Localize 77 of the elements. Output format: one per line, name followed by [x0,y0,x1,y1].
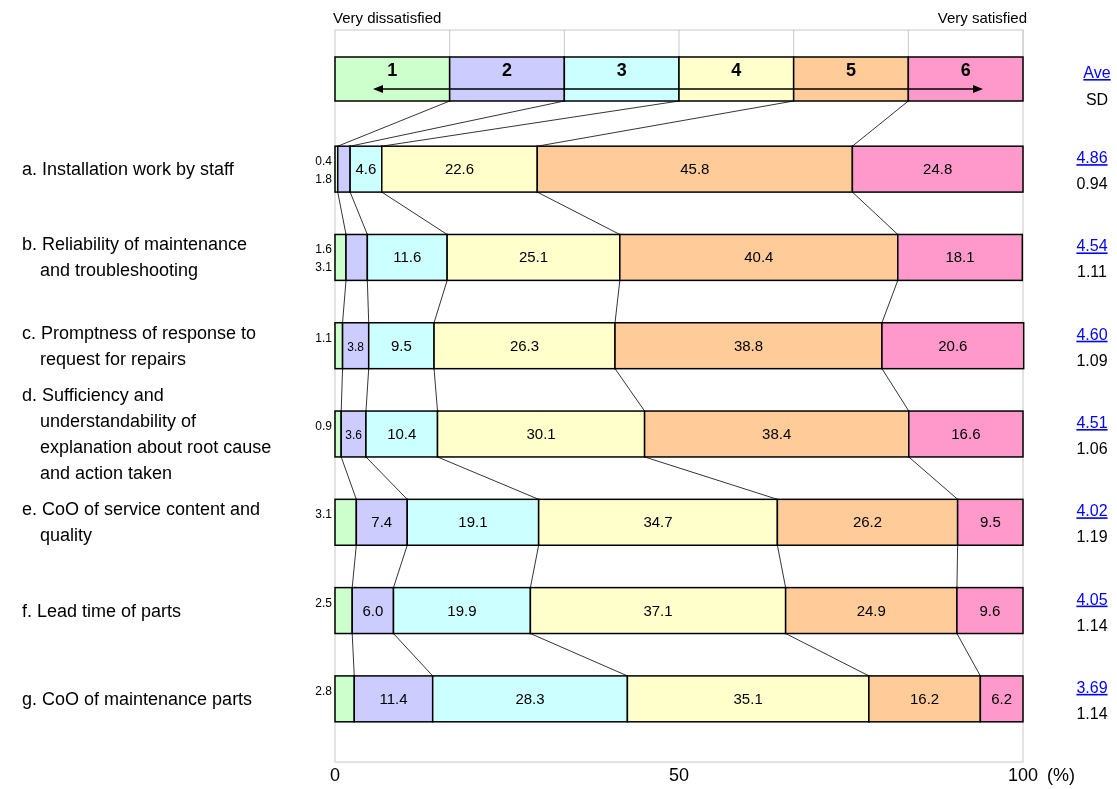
data-label: 16.6 [951,425,981,442]
text: 4.02 [1076,502,1108,520]
data-label: 22.6 [444,160,475,178]
text: 1.14 [1076,616,1108,634]
data-label: 1.1 [315,330,333,345]
text: 1.14 [1076,704,1108,722]
data-label: 11.6 [393,248,422,266]
data-label: 24.8 [923,160,953,178]
data-label: 1.6 [315,242,333,257]
text: 4 [731,60,742,80]
text: 1 [387,60,398,80]
data-label: 26.2 [852,513,883,531]
data-label: 7.4 [371,513,393,531]
data-label: 3.6 [345,428,363,442]
text: 4.51 [1076,414,1108,431]
data-label: 2.5 [315,595,333,610]
data-label: 3.1 [315,260,333,275]
text: 3.69 [1076,678,1108,696]
y-tick-label: d. Sufficiency and understandability of explanation about root cause and action taken [22,385,272,483]
data-label: 16.2 [910,689,940,707]
data-label: 45.8 [680,160,710,178]
text: 6 [960,60,971,80]
y-tick-label: b. Reliability of maintenance and troubleshooting [22,234,248,281]
text: 4.60 [1076,325,1108,343]
data-label: 30.1 [526,425,556,442]
data-label: 4.6 [355,160,377,178]
text: 1.11 [1077,263,1108,281]
data-label: 24.9 [856,601,886,619]
data-label: 34.7 [643,513,673,531]
data-label: 38.8 [733,336,764,354]
text: 4.05 [1076,590,1108,608]
text: Very dissatisfied [333,9,442,26]
data-label: 18.1 [945,248,975,266]
text: 4.86 [1076,149,1108,167]
data-label: 10.4 [387,425,417,442]
data-label: 37.1 [643,601,673,619]
text: SD [1085,91,1109,108]
data-label: 2.8 [315,683,333,698]
data-label: 0.9 [315,419,333,433]
x-tick-label: 50 [668,765,690,785]
data-label: 11.4 [379,689,408,707]
data-label: 38.4 [762,425,792,442]
data-label: 35.1 [733,689,763,707]
y-tick-label: g. CoO of maintenance parts [22,688,253,709]
data-label: 19.9 [447,601,477,619]
x-tick-label: 0 [329,765,341,785]
text: 1.09 [1076,351,1108,369]
data-label: 25.1 [518,248,549,266]
text: Very satisfied [937,9,1027,26]
text: 4.54 [1076,237,1108,255]
data-label: 1.8 [315,172,333,187]
data-label: 40.4 [744,248,774,266]
data-label: 9.6 [979,601,1001,619]
y-tick-label: a. Installation work by staff [22,159,235,180]
data-label: 20.6 [938,336,968,354]
text: 1.19 [1076,528,1108,546]
text: 2 [501,60,513,80]
data-label: 6.0 [362,601,384,619]
text: 3 [616,60,627,80]
text: 1.06 [1076,440,1108,457]
data-label: 9.5 [979,513,1001,531]
data-label: 19.1 [458,513,488,531]
data-label: 3.8 [347,339,365,354]
data-label: 26.3 [509,336,540,354]
text: 5 [845,60,857,80]
text: 0.94 [1076,175,1108,193]
data-label: 3.1 [315,507,333,522]
y-tick-label: f. Lead time of parts [22,600,182,621]
data-label: 9.5 [390,336,412,354]
y-tick-label: e. CoO of service content and quality [22,499,261,546]
data-label: 28.3 [515,689,545,707]
data-label: 0.4 [315,154,333,169]
y-tick-label: c. Promptness of response to request for repairs [22,322,257,369]
x-axis-title: (%) [1047,765,1075,785]
data-label: 6.2 [991,689,1013,707]
text: Ave [1083,64,1111,81]
x-tick-label: 100 [1007,765,1039,785]
